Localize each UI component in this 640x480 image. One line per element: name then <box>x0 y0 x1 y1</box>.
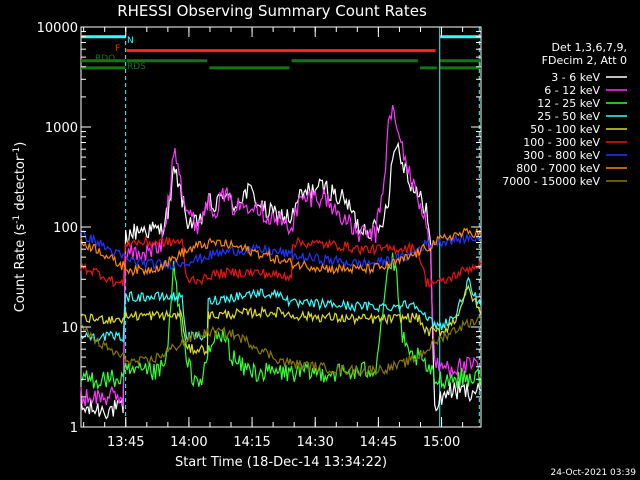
y-tick-label: 1000 <box>45 121 78 136</box>
legend-label-50-100-kev: 50 - 100 keV <box>530 123 600 136</box>
x-tick-label: 15:00 <box>423 435 460 450</box>
series-line-50-100-kev <box>80 284 482 356</box>
x-tick-label: 14:15 <box>233 435 270 450</box>
state-label-rds: RDS <box>127 62 146 72</box>
series-lines <box>80 104 482 420</box>
x-axis-label: Start Time (18-Dec-14 13:34:22) <box>175 455 387 470</box>
y-tick-label: 100 <box>53 221 78 236</box>
chart-title: RHESSI Observing Summary Count Rates <box>117 2 427 20</box>
y-tick-label: 10000 <box>37 21 78 36</box>
series-line-6-12-kev <box>80 104 482 407</box>
series-line-3-6-kev <box>80 141 482 420</box>
legend-label-300-800-kev: 300 - 800 keV <box>523 149 600 162</box>
legend-label-800-7000-kev: 800 - 7000 keV <box>516 162 600 175</box>
series-line-25-50-kev <box>80 276 482 343</box>
series-line-100-300-kev <box>80 235 482 288</box>
legend: Det 1,3,6,7,9,FDecim 2, Att 0 3 - 6 keV6 … <box>502 41 627 188</box>
legend-label-25-50-kev: 25 - 50 keV <box>537 110 600 123</box>
footer-timestamp: 24-Oct-2021 03:39 <box>551 468 637 478</box>
legend-label-7000-15000-kev: 7000 - 15000 keV <box>502 175 600 188</box>
y-tick-label: 10 <box>61 321 78 336</box>
y-tick-label: 1 <box>70 421 78 436</box>
x-tick-label: 14:45 <box>360 435 397 450</box>
x-tick-label: 14:00 <box>170 435 207 450</box>
legend-label-3-6-kev: 3 - 6 keV <box>551 71 600 84</box>
y-axis-ticks: 1 10 100 1000 10000 <box>37 21 481 436</box>
series-line-7000-15000-kev <box>80 316 482 376</box>
legend-header-line: FDecim 2, Att 0 <box>542 54 627 67</box>
legend-header-line: Det 1,3,6,7,9, <box>551 41 627 54</box>
state-label-f: F <box>115 44 120 54</box>
x-tick-label: 13:45 <box>107 435 144 450</box>
instrument-state-bars <box>81 35 481 70</box>
series-line-800-7000-kev <box>80 227 482 277</box>
y-axis-label: Count Rate (s-1 detector-1) <box>12 142 28 313</box>
x-tick-label: 14:30 <box>296 435 333 450</box>
legend-label-12-25-kev: 12 - 25 keV <box>537 97 600 110</box>
state-label-n: N <box>127 36 134 46</box>
legend-label-6-12-kev: 6 - 12 keV <box>544 84 600 97</box>
series-line-12-25-kev <box>80 252 482 391</box>
x-axis-ticks: 13:45 14:00 14:15 14:30 14:45 15:00 <box>83 27 464 450</box>
state-label-rdo: RDO <box>95 54 115 64</box>
legend-label-100-300-kev: 100 - 300 keV <box>523 136 600 149</box>
